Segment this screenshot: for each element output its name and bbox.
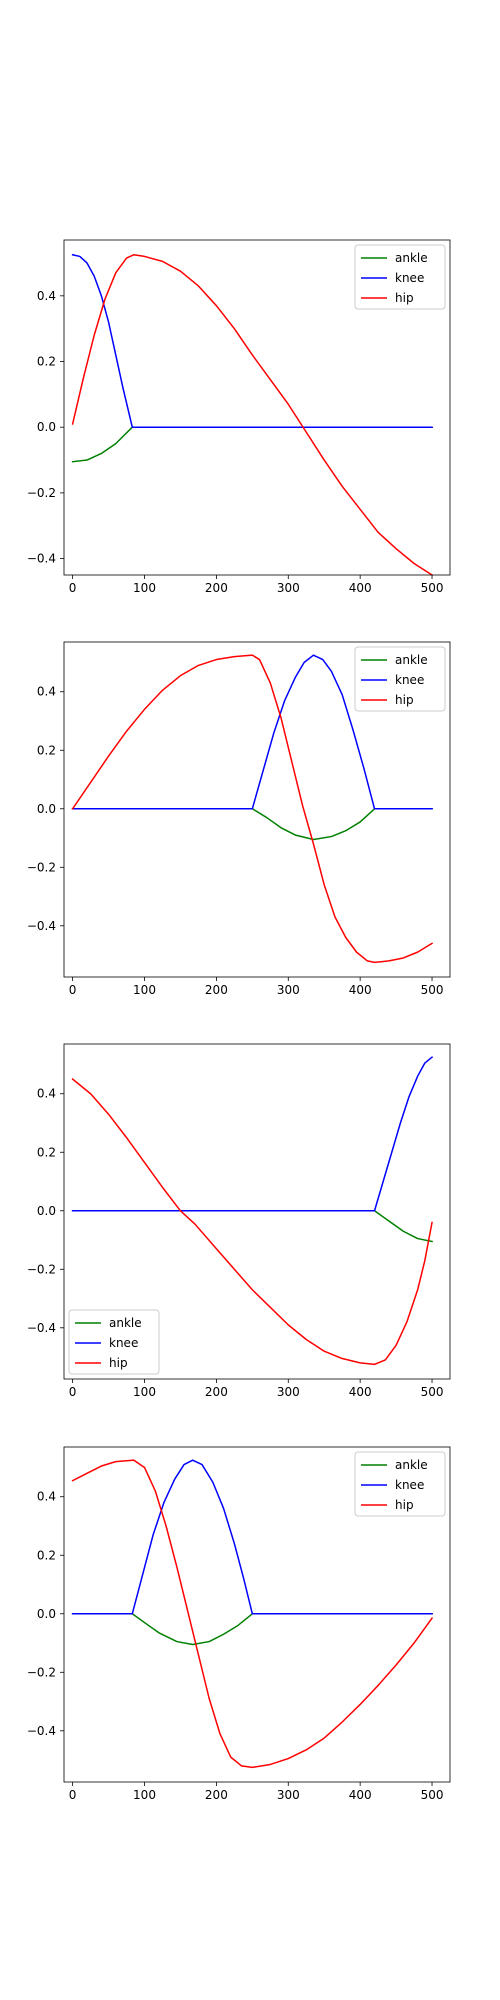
y-tick-label: −0.2 [27,486,56,500]
x-tick-label: 200 [205,983,228,997]
series-line-knee [71,654,433,810]
x-tick-label: 0 [69,581,77,595]
series-line-knee [71,1056,434,1212]
x-tick-label: 300 [277,1788,300,1802]
x-tick-label: 100 [133,581,156,595]
y-tick-label: 0.4 [37,1490,56,1504]
legend-label-hip: hip [395,1498,414,1512]
y-tick-label: 0.4 [37,289,56,303]
series-line-ankle [71,426,433,463]
legend-label-ankle: ankle [109,1316,142,1330]
y-tick-label: 0.2 [37,1548,56,1562]
x-tick-label: 100 [133,1385,156,1399]
subplot-3: 0 100 200 300 400 500 −0.4 −0.2 0.0 0.2 0.4 ankle kn… [27,1043,451,1399]
x-tick-label: 500 [421,1385,444,1399]
series-line-ankle [71,1613,433,1646]
legend: ankle knee hip [354,646,446,712]
x-tick-label: 500 [421,581,444,595]
series-line-ankle [71,808,433,841]
series-line-hip [71,654,434,964]
legend-label-knee: knee [109,1336,138,1350]
y-tick-label: 0.0 [37,802,56,816]
legend-label-knee: knee [395,1478,424,1492]
axes-frame [63,1043,451,1380]
y-tick-label: −0.2 [27,860,56,874]
subplot-4: 0 100 200 300 400 500 −0.4 −0.2 0.0 0.2 0.4 ankle kn… [27,1446,451,1802]
y-tick-label: 0.0 [37,1607,56,1621]
legend-label-hip: hip [395,291,414,305]
x-tick-label: 300 [277,983,300,997]
y-tick-label: 0.4 [37,685,56,699]
legend-label-ankle: ankle [395,1458,428,1472]
y-tick-label: −0.2 [27,1665,56,1679]
y-tick-label: 0.2 [37,743,56,757]
y-tick-label: 0.0 [37,420,56,434]
x-tick-label: 400 [349,1788,372,1802]
x-tick-label: 0 [69,1788,77,1802]
x-tick-label: 400 [349,581,372,595]
x-tick-label: 0 [69,1385,77,1399]
series-line-hip [71,1078,433,1366]
legend-box [354,1451,446,1517]
x-tick-label: 500 [421,1788,444,1802]
legend-box [68,1309,160,1375]
legend: ankle knee hip [354,1451,446,1517]
y-tick-label: −0.2 [27,1262,56,1276]
y-tick-label: −0.4 [27,552,56,566]
series-line-hip [71,1459,434,1769]
axes-frame [63,1446,451,1783]
y-tick-label: −0.4 [27,1724,56,1738]
x-tick-label: 200 [205,1788,228,1802]
series-line-hip [71,254,434,577]
x-tick-label: 200 [205,1385,228,1399]
legend: ankle knee hip [354,244,446,310]
series-line-knee [71,1459,433,1615]
y-tick-label: −0.4 [27,919,56,933]
x-tick-label: 100 [133,1788,156,1802]
x-tick-label: 300 [277,581,300,595]
y-tick-label: −0.4 [27,1321,56,1335]
legend-label-hip: hip [109,1356,128,1370]
legend-label-hip: hip [395,693,414,707]
legend: ankle knee hip [68,1309,160,1375]
legend-box [354,244,446,310]
y-tick-label: 0.2 [37,355,56,369]
legend-label-ankle: ankle [395,653,428,667]
x-tick-label: 300 [277,1385,300,1399]
legend-label-knee: knee [395,673,424,687]
series-line-knee [71,253,433,428]
legend-label-knee: knee [395,271,424,285]
x-tick-label: 500 [421,983,444,997]
x-tick-label: 100 [133,983,156,997]
legend-label-ankle: ankle [395,251,428,265]
y-tick-label: 0.2 [37,1145,56,1159]
subplot-2: 0 100 200 300 400 500 −0.4 −0.2 0.0 0.2 0.4 ankle kn… [27,641,451,997]
series-line-ankle [71,1210,433,1243]
x-tick-label: 200 [205,581,228,595]
x-tick-label: 400 [349,1385,372,1399]
subplot-1: 0 100 200 300 400 500 −0.4 −0.2 0.0 0.2 0.4 ankle kn… [27,239,451,595]
axes-frame [63,239,451,576]
y-tick-label: 0.4 [37,1087,56,1101]
y-tick-label: 0.0 [37,1204,56,1218]
x-tick-label: 0 [69,983,77,997]
x-tick-label: 400 [349,983,372,997]
legend-box [354,646,446,712]
axes-frame [63,641,451,978]
